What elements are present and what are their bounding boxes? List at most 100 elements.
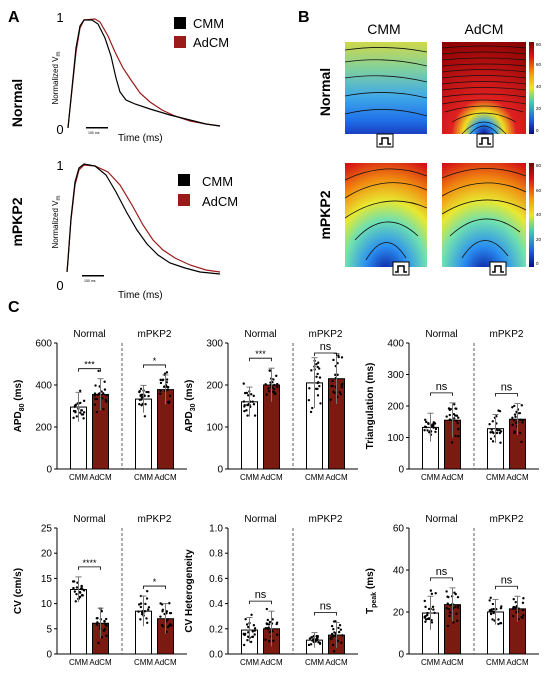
- data-point: [336, 639, 339, 643]
- data-point: [102, 392, 105, 395]
- data-point: [521, 421, 524, 424]
- data-point: [426, 613, 429, 617]
- data-point: [97, 369, 100, 373]
- category-label: CMM: [134, 473, 153, 482]
- data-point: [100, 636, 104, 639]
- y-label-unit: (ms): [13, 380, 24, 404]
- data-point: [272, 387, 276, 391]
- y-tick-label: 0: [46, 650, 52, 661]
- data-point: [80, 409, 83, 412]
- trace-xlabel-top: Time (ms): [118, 133, 163, 144]
- data-point: [332, 358, 335, 362]
- data-point: [145, 617, 148, 620]
- y-axis-label: Tpeak (ms): [365, 568, 378, 614]
- y-tick-label: 200: [35, 423, 52, 434]
- significance-label: ***: [84, 360, 95, 370]
- data-point: [103, 380, 106, 383]
- y-tick-label: 400: [387, 339, 404, 350]
- data-point: [100, 390, 103, 393]
- stim-icon-3: [392, 261, 410, 276]
- data-point: [82, 399, 86, 403]
- data-point: [315, 637, 318, 640]
- data-point: [448, 614, 451, 618]
- significance-bracket: [430, 392, 453, 396]
- category-label: CMM: [69, 658, 88, 667]
- data-point: [75, 592, 78, 596]
- significance-label: ***: [255, 349, 266, 359]
- data-point: [159, 378, 162, 382]
- data-point: [491, 618, 494, 621]
- data-point: [316, 365, 319, 369]
- data-point: [337, 355, 340, 359]
- data-point: [426, 611, 429, 615]
- data-point: [105, 394, 108, 397]
- y-tick-label: 1.0: [209, 524, 223, 535]
- data-point: [424, 418, 427, 422]
- y-tick-label: 0: [46, 465, 52, 476]
- data-point: [79, 411, 82, 414]
- data-point: [103, 627, 107, 631]
- data-point: [272, 390, 275, 394]
- data-point: [80, 594, 84, 597]
- y-tick-label: 300: [206, 339, 223, 350]
- data-point: [159, 392, 162, 395]
- data-point: [271, 618, 274, 621]
- data-point: [456, 427, 460, 431]
- data-point: [513, 430, 516, 433]
- y-tick-label: 300: [387, 370, 404, 381]
- condition-label: Normal: [244, 514, 276, 525]
- data-point: [265, 607, 269, 611]
- significance-bracket: [495, 393, 518, 397]
- data-point: [522, 614, 525, 617]
- significance-label: ns: [320, 601, 332, 613]
- data-point: [457, 435, 460, 438]
- data-point: [513, 404, 516, 408]
- significance-bracket: [78, 368, 101, 372]
- data-point: [497, 618, 500, 621]
- data-point: [95, 617, 99, 620]
- activation-map-mpkp2-adcm: [442, 163, 526, 267]
- data-point: [80, 413, 83, 416]
- data-point: [311, 406, 314, 410]
- data-point: [170, 624, 173, 627]
- data-point: [103, 620, 106, 623]
- data-point: [339, 628, 343, 631]
- category-label: CMM: [240, 473, 259, 482]
- category-label: AdCM: [441, 473, 464, 482]
- data-point: [251, 635, 255, 638]
- data-point: [139, 394, 142, 397]
- data-point: [338, 623, 342, 627]
- data-point: [315, 635, 319, 638]
- data-point: [242, 643, 246, 647]
- data-point: [264, 638, 267, 641]
- significance-bracket: [249, 357, 272, 362]
- trace-ytick-0-top: 0: [56, 122, 63, 137]
- data-point: [521, 601, 525, 605]
- data-point: [267, 623, 271, 626]
- svg-text:80: 80: [536, 42, 542, 47]
- y-tick-label: 0: [217, 465, 223, 476]
- data-point: [331, 384, 334, 388]
- data-point: [101, 397, 104, 400]
- data-point: [518, 431, 522, 435]
- data-point: [521, 608, 525, 612]
- significance-label: ns: [436, 566, 448, 578]
- data-point: [521, 418, 525, 422]
- data-point: [93, 392, 97, 395]
- data-point: [75, 415, 78, 418]
- data-point: [140, 610, 144, 613]
- legend-label-cmm-bottom: CMM: [202, 174, 233, 189]
- data-point: [488, 609, 492, 612]
- data-point: [511, 423, 514, 427]
- data-point: [243, 405, 246, 408]
- condition-label: mPKP2: [138, 514, 172, 525]
- colorbar-top: 80 60 40 20 0: [529, 42, 542, 134]
- data-point: [245, 623, 249, 626]
- data-point: [95, 410, 99, 414]
- significance-label: ns: [501, 574, 513, 586]
- data-point: [266, 618, 270, 622]
- data-point: [513, 413, 517, 416]
- data-point: [97, 641, 100, 645]
- data-point: [331, 379, 334, 383]
- data-point: [425, 420, 428, 424]
